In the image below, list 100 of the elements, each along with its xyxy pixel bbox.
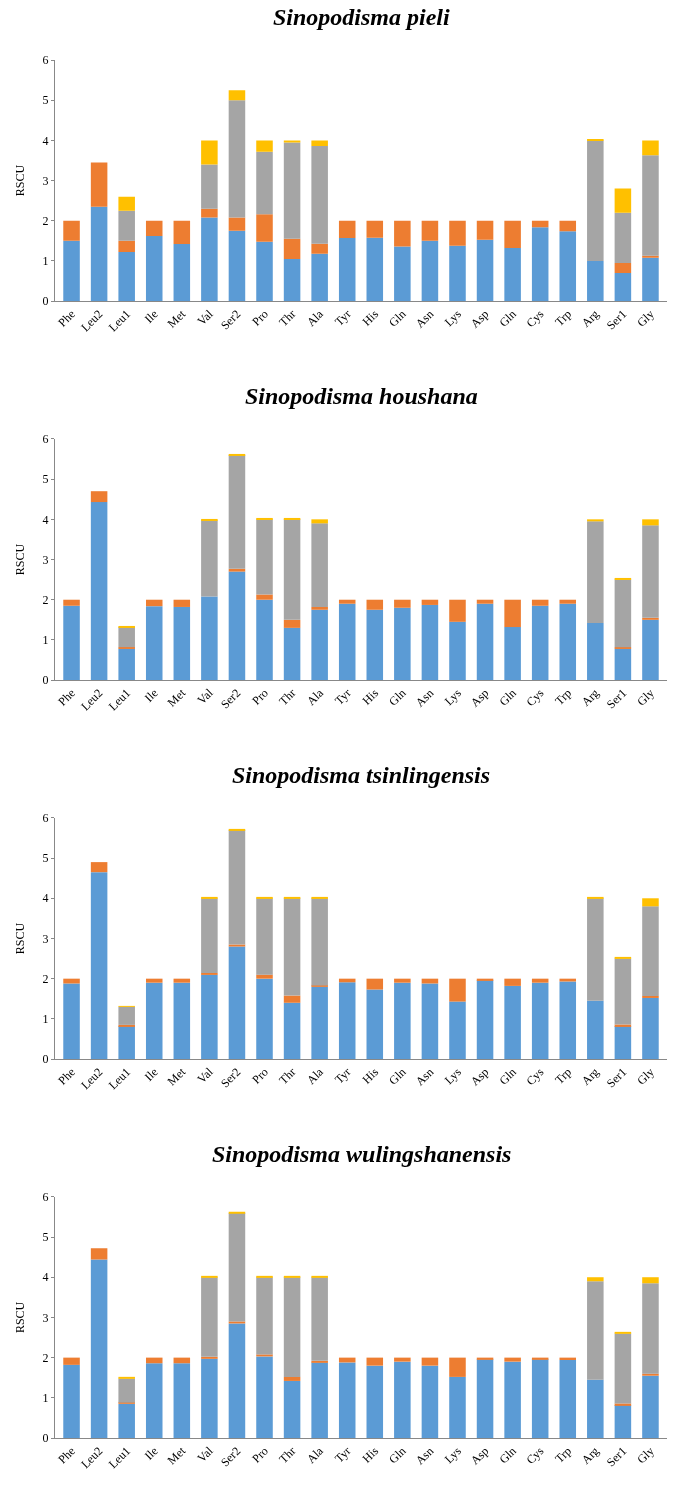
x-tick-label: Cys [523,1443,547,1467]
x-tick-label: Trp [552,1064,575,1087]
x-tick-label: Cys [523,1064,547,1089]
y-tick-label: 2 [42,592,49,607]
y-tick-label: 6 [42,811,49,826]
x-tick-label: Asn [412,685,437,710]
chart-title: Sinopodisma pieli [273,4,451,30]
x-tick-label: Thr [276,1064,299,1088]
x-tick-label: Ser2 [217,1064,244,1091]
y-tick-label: 6 [42,53,49,68]
x-tick-label: Trp [552,307,575,329]
x-tick-label: Gly [634,685,657,709]
x-tick-label: Val [194,1443,217,1466]
x-tick-label: Met [164,306,189,331]
x-tick-label: Phe [55,1064,78,1088]
x-tick-label: Ala [303,685,327,709]
x-tick-label: Ser1 [603,1443,630,1470]
chart-title: Sinopodisma wulingshanensis [212,1141,512,1167]
x-tick-label: Cys [523,685,547,710]
x-tick-label: Ser2 [217,685,244,712]
x-tick-label: Asn [412,1443,437,1468]
x-tick-label: Tyr [332,1443,354,1466]
x-tick-label: Asp [467,1443,492,1468]
x-tick-label: Ala [303,306,327,330]
y-tick-label: 1 [42,1012,49,1027]
x-tick-label: Gln [496,685,519,709]
y-tick-label: 3 [42,931,49,946]
x-tick-label: Ala [303,1443,327,1467]
y-axis-title: RSCU [12,164,27,197]
y-tick-label: 3 [42,173,49,188]
y-tick-label: 4 [42,133,49,148]
y-axis-title: RSCU [12,1301,27,1334]
y-tick-label: 2 [42,971,49,986]
y-tick-label: 2 [42,213,49,228]
x-tick-label: Ile [141,307,161,326]
x-tick-label: His [359,1443,382,1466]
x-tick-label: Met [164,1443,189,1468]
x-tick-label: Gln [496,307,519,330]
x-tick-label: Thr [276,307,299,330]
y-tick-label: 3 [42,1310,49,1325]
x-tick-label: Asp [467,1064,492,1089]
x-tick-label: Gly [634,307,657,330]
y-tick-label: 1 [42,633,49,648]
y-tick-label: 4 [42,512,49,527]
x-tick-label: Ser1 [603,1064,630,1091]
x-tick-label: Ser1 [603,307,630,333]
y-tick-label: 5 [42,851,49,866]
x-tick-label: Ile [141,1443,161,1463]
x-tick-label: Arg [578,1443,602,1467]
y-tick-label: 0 [42,1431,49,1446]
x-tick-label: Asp [467,685,492,710]
y-tick-label: 4 [42,891,49,906]
x-tick-label: Arg [578,1064,602,1088]
x-tick-label: His [359,306,382,329]
x-tick-label: Pro [249,1064,271,1087]
x-tick-label: Gln [496,1443,519,1467]
x-tick-label: Ser2 [217,1443,244,1470]
x-tick-label: Asp [467,307,492,331]
x-tick-label: Gly [634,1064,657,1088]
y-tick-label: 4 [42,1270,49,1285]
x-tick-label: Gly [634,1443,657,1467]
x-tick-label: Thr [276,685,299,709]
x-tick-label: Val [194,1064,217,1087]
y-tick-label: 6 [42,432,49,447]
x-tick-label: Gln [386,685,409,709]
x-tick-label: Ser2 [217,307,244,333]
x-tick-label: Arg [578,685,602,709]
x-tick-label: Gln [386,1064,409,1088]
x-tick-label: Phe [55,1443,78,1467]
x-tick-label: Tyr [332,685,354,708]
x-tick-label: Ile [141,685,161,705]
x-tick-label: Gln [386,307,409,330]
y-tick-label: 0 [42,1052,49,1067]
x-tick-label: Ser1 [603,685,630,712]
x-tick-label: Met [164,1064,189,1089]
x-tick-label: Pro [249,685,271,708]
x-tick-label: Gln [386,1443,409,1467]
chart-title: Sinopodisma houshana [245,383,478,409]
y-tick-label: 6 [42,1190,49,1205]
x-tick-label: Tyr [332,1064,354,1087]
x-tick-label: Trp [552,1443,575,1466]
x-tick-label: Gln [496,1064,519,1088]
y-tick-label: 0 [42,673,49,688]
x-tick-label: Cys [523,306,547,331]
x-tick-label: Tyr [332,307,354,329]
x-tick-label: Arg [578,307,602,330]
x-tick-label: Thr [276,1443,299,1467]
y-tick-label: 2 [42,1350,49,1365]
x-tick-label: Lys [441,1064,465,1088]
y-tick-label: 1 [42,254,49,269]
x-tick-label: His [359,1064,382,1087]
x-tick-label: Ala [303,1064,327,1088]
x-tick-label: Val [194,685,217,708]
x-tick-label: Val [194,306,217,329]
x-tick-label: Asn [412,307,437,331]
x-tick-label: Trp [552,685,575,708]
x-tick-label: Lys [441,685,465,709]
x-tick-label: Lys [441,1443,465,1467]
chart-title: Sinopodisma tsinlingensis [232,762,491,788]
y-tick-label: 5 [42,472,49,487]
